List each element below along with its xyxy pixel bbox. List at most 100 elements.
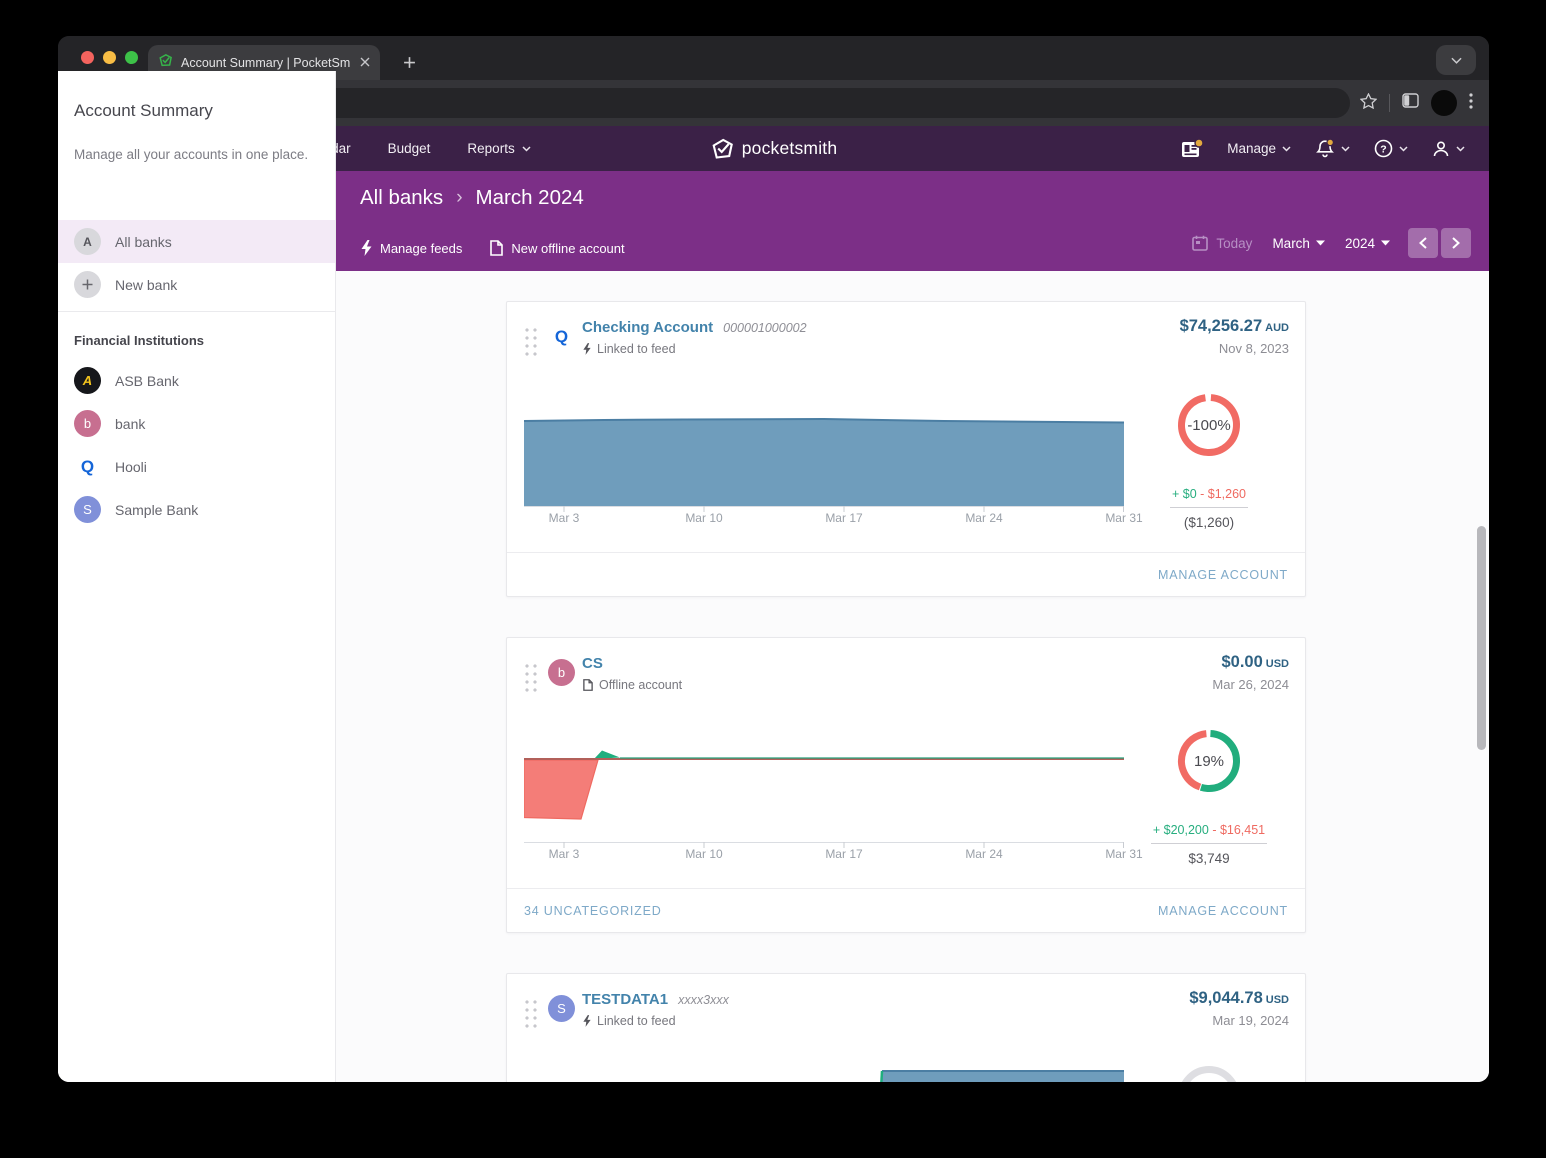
chevron-down-icon: [1315, 240, 1325, 246]
user-menu[interactable]: [1432, 140, 1465, 158]
manage-account-link[interactable]: MANAGE ACCOUNT: [1158, 568, 1288, 582]
income-expense-donut: [1178, 394, 1240, 456]
sidebar-item-hooli[interactable]: Q Hooli: [58, 445, 335, 488]
hooli-logo: Q: [74, 453, 101, 480]
manage-account-link[interactable]: MANAGE ACCOUNT: [1158, 904, 1288, 918]
help-menu[interactable]: ?: [1374, 139, 1408, 158]
donut-percentage: 19%: [1193, 752, 1225, 770]
page-scrollbar-thumb[interactable]: [1477, 526, 1486, 750]
donut-percentage: -100%: [1187, 416, 1231, 434]
nav-budget[interactable]: Budget: [387, 141, 431, 156]
sidebar-item-new-bank[interactable]: New bank: [58, 263, 335, 306]
breadcrumb-current: March 2024: [475, 186, 584, 209]
manage-menu[interactable]: Manage: [1227, 141, 1291, 156]
close-window-button[interactable]: [81, 51, 94, 64]
account-name-link[interactable]: Checking Account: [582, 319, 714, 336]
sidebar: Account Summary Manage all your accounts…: [58, 71, 336, 1082]
balance-area-chart: [524, 417, 1124, 512]
axis-tick-label: Mar 3: [548, 847, 580, 861]
balance-date: Mar 19, 2024: [1212, 1013, 1289, 1028]
axis-tick-label: Mar 31: [1105, 847, 1143, 861]
today-label: Today: [1216, 235, 1253, 251]
pocketsmith-logo-icon: [712, 138, 733, 159]
chevron-down-icon: [1341, 145, 1350, 152]
bell-icon: [1316, 139, 1334, 158]
tab-search-button[interactable]: [1436, 45, 1476, 75]
chevron-down-icon: [1399, 145, 1408, 152]
minimize-window-button[interactable]: [103, 51, 116, 64]
income-expense-donut: [1181, 1066, 1237, 1082]
drag-handle-icon[interactable]: [523, 326, 537, 356]
sidebar-item-bank[interactable]: b bank: [58, 402, 335, 445]
plus-icon: [74, 271, 101, 298]
balance-currency: USD: [1265, 658, 1289, 670]
drag-handle-icon[interactable]: [523, 998, 537, 1028]
notifications-menu[interactable]: [1315, 139, 1350, 158]
axis-tick-label: Mar 3: [548, 511, 580, 525]
sample-bank-logo: S: [548, 995, 575, 1022]
maximize-window-button[interactable]: [125, 51, 138, 64]
browser-profile-avatar[interactable]: [1431, 90, 1457, 116]
pocketsmith-logo[interactable]: pocketsmith: [710, 138, 838, 160]
side-panel-icon[interactable]: [1402, 93, 1419, 113]
bookmark-star-icon[interactable]: [1359, 92, 1378, 114]
month-dropdown[interactable]: March: [1272, 236, 1325, 251]
account-balance: $74,256.27 AUD: [1180, 317, 1289, 336]
account-name-link[interactable]: TESTDATA1: [582, 991, 669, 1008]
account-avatar: S: [548, 995, 575, 1022]
calendar-icon: [1192, 235, 1209, 251]
account-number: 000001000002: [723, 321, 807, 335]
drag-handle-icon[interactable]: [523, 662, 537, 692]
chart-axis-labels: Mar 3 Mar 10 Mar 17 Mar 24 Mar 31: [524, 511, 1143, 527]
svg-text:?: ?: [1380, 143, 1386, 155]
feed-status-label: Linked to feed: [597, 342, 676, 356]
sidebar-bank-list: A All banks New bank: [58, 220, 335, 306]
account-avatar: b: [548, 659, 575, 686]
next-month-button[interactable]: [1441, 228, 1471, 258]
card-footer: MANAGE ACCOUNT: [507, 552, 1305, 597]
balance-date: Nov 8, 2023: [1218, 341, 1289, 356]
uncategorized-link[interactable]: 34 UNCATEGORIZED: [524, 904, 662, 918]
pocketsmith-logo-text: pocketsmith: [741, 138, 838, 158]
previous-month-button[interactable]: [1408, 228, 1438, 258]
bank-logo: b: [548, 659, 575, 686]
axis-tick-label: Mar 10: [685, 847, 723, 861]
nav-reports[interactable]: Reports: [467, 141, 531, 156]
outflow-amount: - $1,260: [1200, 487, 1247, 501]
tab-close-icon[interactable]: [360, 56, 370, 69]
bolt-icon: [583, 343, 591, 355]
main-column: All banks › March 2024 Manage feeds New …: [336, 171, 1489, 1082]
institution-label: Hooli: [115, 458, 147, 475]
sidebar-divider: [58, 311, 335, 312]
sidebar-item-asb-bank[interactable]: A ASB Bank: [58, 359, 335, 402]
bank-logo: b: [74, 410, 101, 437]
today-button[interactable]: Today: [1192, 235, 1252, 251]
page-body: All banks › March 2024 Manage feeds New …: [58, 71, 1489, 1082]
manage-label: Manage: [1227, 141, 1276, 156]
new-offline-account-label: New offline account: [511, 240, 625, 256]
sidebar-item-sample-bank[interactable]: S Sample Bank: [58, 488, 335, 531]
file-icon: [583, 679, 593, 691]
account-balance: $9,044.78 USD: [1189, 989, 1289, 1008]
page-header: All banks › March 2024 Manage feeds New …: [336, 171, 1489, 271]
browser-menu-icon[interactable]: [1469, 92, 1473, 114]
account-name-link[interactable]: CS: [582, 655, 603, 672]
new-bank-label: New bank: [115, 276, 178, 293]
new-offline-account-button[interactable]: New offline account: [490, 240, 625, 256]
address-bar[interactable]: [164, 88, 1350, 118]
chevron-right-icon: [1452, 237, 1460, 249]
cashflow-breakdown: + $0 - $1,260 ($1,260): [1109, 485, 1309, 530]
sidebar-item-all-banks[interactable]: A All banks: [58, 220, 335, 263]
balance-amount: $0.00: [1221, 653, 1263, 671]
breadcrumb-all-banks[interactable]: All banks: [360, 186, 444, 209]
balance-area-chart: [524, 750, 1124, 848]
user-icon: [1433, 140, 1449, 156]
year-dropdown[interactable]: 2024: [1345, 236, 1390, 251]
chevron-left-icon: [1419, 237, 1427, 249]
sidebar-title: Account Summary: [74, 101, 213, 120]
manage-feeds-button[interactable]: Manage feeds: [361, 240, 462, 256]
accounts-list: Q Checking Account 000001000002 Linked t…: [336, 271, 1489, 1082]
app-nav-right: Manage ?: [1181, 138, 1465, 159]
new-tab-button[interactable]: [396, 49, 422, 75]
whats-new-icon[interactable]: [1181, 138, 1204, 159]
